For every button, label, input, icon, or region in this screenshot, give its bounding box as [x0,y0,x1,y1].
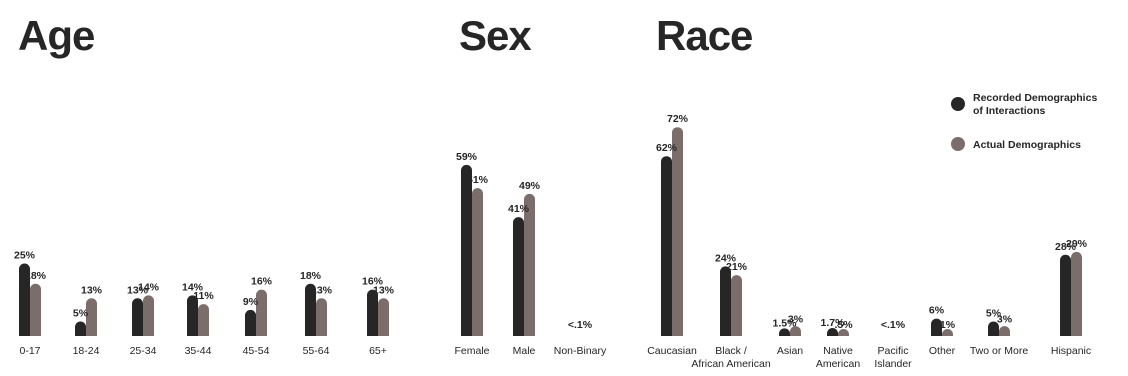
race-category-label: Two or More [970,345,1029,357]
age-value-label: 13% [81,284,103,296]
sex-bar-actual [472,188,483,336]
legend-recorded-label-2: of Interactions [973,105,1046,117]
age-value-label: 16% [251,276,273,288]
sex-value-label: 49% [519,180,541,192]
age-bar-actual [316,298,327,336]
race-value-label: 5% [986,308,1002,320]
race-value-label: 6% [929,305,945,317]
sex-value-label: <.1% [568,319,593,331]
age-bar-actual [30,283,41,336]
race-bar-recorded [720,266,731,336]
race-value-label: 24% [715,252,737,264]
race-bar-recorded [661,156,672,336]
age-value-label: 18% [300,270,322,282]
sex-bar-recorded [513,217,524,336]
legend-recorded-swatch [951,97,965,111]
sex-category-label: Non-Binary [554,345,607,357]
race-value-label: 21% [726,261,748,273]
race-category-label: Caucasian [647,345,697,357]
age-bar-recorded [132,298,143,336]
race-bar-actual [942,329,953,336]
race-category-label: Pacific [878,345,909,357]
race-bar-actual [838,329,849,336]
legend-actual-swatch [951,137,965,151]
race-value-label: 3% [788,313,804,325]
age-value-label: 13% [311,284,333,296]
age-value-label: 11% [193,290,214,302]
race-bar-recorded [931,318,942,336]
race-category-label: Black / [715,345,747,357]
race-value-label: 1.7% [821,317,846,329]
race-value-label: 3% [997,313,1013,325]
legend: Recorded Demographics of Interactions Ac… [951,92,1097,151]
race-bar-recorded [1060,254,1071,336]
age-bar-actual [86,298,97,336]
age-value-label: 14% [138,281,160,293]
age-bar-recorded [187,295,198,336]
age-category-label: 55-64 [303,345,330,357]
sex-bar-actual [524,193,535,336]
age-value-label: 14% [182,281,204,293]
age-value-label: 13% [127,284,149,296]
age-category-label: 0-17 [19,345,40,357]
race-bar-actual [1071,251,1082,336]
age-category-label: 18-24 [73,345,100,357]
sex-value-label: 51% [467,174,489,186]
sex-title: Sex [459,12,532,59]
age-value-label: 25% [14,250,36,262]
race-value-label: 28% [1055,241,1077,253]
race-value-label: .5% [834,319,853,331]
age-category-label: 45-54 [243,345,270,357]
race-category-label: American [816,358,861,370]
race-value-label: 1.5% [773,318,798,330]
sex-bar-recorded [461,164,472,336]
race-bar-recorded [827,328,838,336]
race-title: Race [656,12,752,59]
race-category-label: Asian [777,345,803,357]
legend-actual-label: Actual Demographics [973,139,1081,151]
age-bar-recorded [305,283,316,336]
age-value-label: 9% [243,296,259,308]
age-value-label: 16% [362,276,384,288]
age-bar-recorded [245,309,256,336]
age-value-label: 18% [25,270,47,282]
age-bar-actual [378,298,389,336]
race-value-label: 62% [656,142,678,154]
race-category-label: Native [823,345,853,357]
race-category-label: African American [691,358,771,370]
legend-recorded-label-1: Recorded Demographics [973,92,1097,104]
age-title: Age [18,12,94,59]
age-bar-recorded [19,263,30,336]
race-value-label: <.1% [881,319,906,331]
race-bar-actual [672,127,683,336]
race-value-label: 29% [1066,238,1088,250]
race-value-label: 72% [667,113,689,125]
sex-value-label: 41% [508,203,530,215]
age-value-label: 5% [73,308,89,320]
age-bar-recorded [367,289,378,336]
race-bar-actual [731,275,742,336]
race-category-label: Islander [874,358,912,370]
age-category-label: 25-34 [130,345,157,357]
race-bar-actual [999,326,1010,336]
age-value-label: 13% [373,284,395,296]
age-bar-recorded [75,321,86,336]
race-bar-recorded [988,321,999,336]
race-category-label: Other [929,345,956,357]
age-bar-actual [256,289,267,336]
race-category-label: Hispanic [1051,345,1091,357]
race-bar-actual [790,326,801,336]
race-value-label: 1% [940,319,956,331]
race-bar-recorded [779,328,790,336]
age-category-label: 65+ [369,345,387,357]
age-bar-actual [198,304,209,336]
sex-category-label: Female [454,345,489,357]
age-category-label: 35-44 [185,345,212,357]
sex-value-label: 59% [456,151,478,163]
sex-category-label: Male [513,345,536,357]
age-bar-actual [143,295,154,336]
